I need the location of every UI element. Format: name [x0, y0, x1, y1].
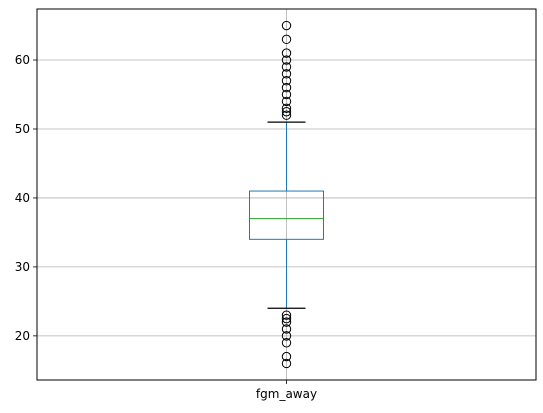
y-tick-label: 20 [15, 329, 30, 343]
y-tick-label: 50 [15, 122, 30, 136]
axis-ticks: 20 30 40 50 60 fgm_away [15, 53, 317, 401]
y-tick-label: 60 [15, 53, 30, 67]
y-tick-label: 40 [15, 191, 30, 205]
x-tick-label: fgm_away [256, 387, 317, 401]
y-tick-label: 30 [15, 260, 30, 274]
